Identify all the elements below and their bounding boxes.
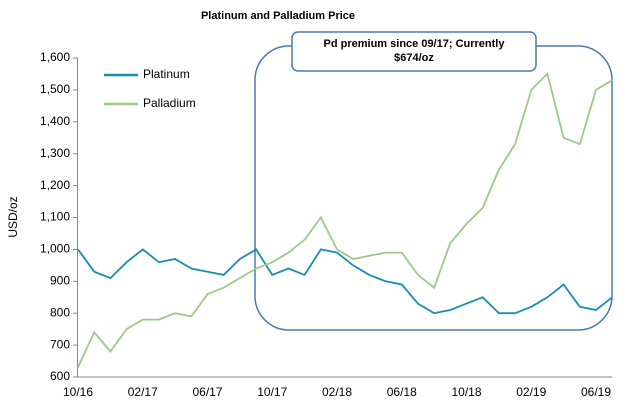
series-line — [77, 72, 613, 368]
x-tick-label: 06/17 — [192, 385, 222, 399]
series-line — [77, 248, 613, 315]
x-tick-label: 06/18 — [387, 385, 417, 399]
annotation-box — [291, 31, 537, 72]
y-tick-label: 1,400 — [40, 114, 70, 128]
y-tick-label: 1,200 — [40, 178, 70, 192]
legend-label: Platinum — [143, 67, 190, 81]
x-tick-label: 06/19 — [581, 385, 611, 399]
y-tick-label: 600 — [50, 369, 70, 383]
y-tick-label: 1,300 — [40, 146, 70, 160]
x-tick-label: 02/17 — [128, 385, 158, 399]
y-tick-label: 700 — [50, 337, 70, 351]
y-tick-label: 1,500 — [40, 82, 70, 96]
x-tick-label: 02/19 — [516, 385, 546, 399]
y-tick-label: 900 — [50, 273, 70, 287]
annotation-text: $674/oz — [394, 52, 434, 64]
y-axis-label: USD/oz — [6, 196, 20, 237]
chart-title: Platinum and Palladium Price — [201, 10, 355, 22]
y-tick-label: 1,000 — [40, 242, 70, 256]
legend-label: Palladium — [143, 96, 196, 110]
annotation-text: Pd premium since 09/17; Currently — [324, 38, 506, 50]
y-tick-label: 800 — [50, 305, 70, 319]
y-tick-label: 1,600 — [40, 50, 70, 64]
x-tick-label: 10/17 — [257, 385, 287, 399]
x-tick-label: 02/18 — [322, 385, 352, 399]
x-tick-label: 10/16 — [63, 385, 93, 399]
x-tick-label: 10/18 — [451, 385, 481, 399]
y-tick-label: 1,100 — [40, 210, 70, 224]
